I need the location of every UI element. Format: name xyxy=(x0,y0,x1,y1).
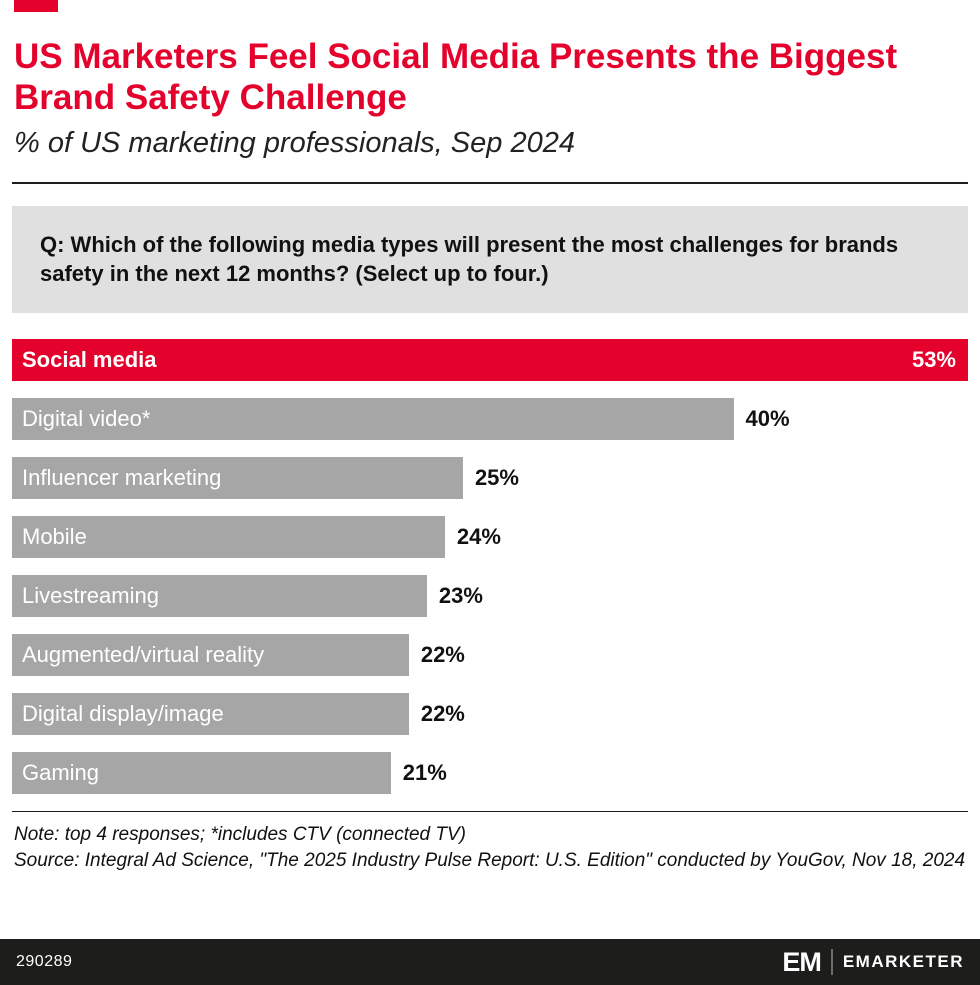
survey-question: Q: Which of the following media types wi… xyxy=(12,205,968,313)
bar-value: 22% xyxy=(420,641,465,667)
notes-divider xyxy=(12,810,968,812)
bar-row: Gaming 21% xyxy=(12,751,968,794)
brand-accent-tab xyxy=(14,0,58,12)
bar-value: 21% xyxy=(402,759,447,785)
notes-block: Note: top 4 responses; *includes CTV (co… xyxy=(14,822,966,873)
bar-row: Digital video* 40% xyxy=(12,397,968,440)
bar-label: Gaming xyxy=(22,759,100,785)
bar-row: Social media 53% xyxy=(12,338,968,381)
bar-row: Mobile 24% xyxy=(12,515,968,558)
bar-value: 40% xyxy=(745,405,790,431)
note-line: Note: top 4 responses; *includes CTV (co… xyxy=(14,823,467,845)
brand-name: EMARKETER xyxy=(842,952,964,971)
bar-value: 25% xyxy=(474,464,519,490)
bar: Mobile xyxy=(12,515,445,558)
bar-row: Digital display/image 22% xyxy=(12,692,968,735)
bar-value: 23% xyxy=(438,582,483,608)
bar-chart: Social media 53% Digital video* 40% Influenc… xyxy=(12,338,968,794)
bar-label: Livestreaming xyxy=(22,582,159,608)
header-divider xyxy=(12,181,968,184)
source-line: Source: Integral Ad Science, "The 2025 I… xyxy=(14,849,966,871)
chart-page: US Marketers Feel Social Media Presents … xyxy=(12,37,968,873)
bar-value: 22% xyxy=(420,700,465,726)
bar-label: Digital display/image xyxy=(22,700,224,726)
bar-label: Augmented/virtual reality xyxy=(22,641,265,667)
bar-row: Augmented/virtual reality 22% xyxy=(12,633,968,676)
em-logo-icon: EM xyxy=(782,946,821,977)
bar-label: Social media xyxy=(22,346,157,372)
bar-label: Mobile xyxy=(22,523,87,549)
bar-value: 53% xyxy=(911,346,956,372)
bar: Livestreaming xyxy=(12,574,427,617)
bar-value: 24% xyxy=(456,523,501,549)
bar: Social media 53% xyxy=(12,338,968,381)
bar: Gaming xyxy=(12,751,391,794)
bar: Digital video* xyxy=(12,397,734,440)
logo-divider xyxy=(830,949,833,975)
bar: Influencer marketing xyxy=(12,456,463,499)
page-title: US Marketers Feel Social Media Presents … xyxy=(14,37,898,118)
bar-row: Livestreaming 23% xyxy=(12,574,968,617)
page-subtitle: % of US marketing professionals, Sep 202… xyxy=(14,126,575,159)
bar: Augmented/virtual reality xyxy=(12,633,409,676)
footer-bar: 290289 EM EMARKETER xyxy=(0,939,980,985)
emarketer-logo: EM EMARKETER xyxy=(782,946,964,977)
bar-label: Digital video* xyxy=(22,405,151,431)
chart-id: 290289 xyxy=(16,953,73,970)
bar-row: Influencer marketing 25% xyxy=(12,456,968,499)
bar-label: Influencer marketing xyxy=(22,464,222,490)
bar: Digital display/image xyxy=(12,692,409,735)
